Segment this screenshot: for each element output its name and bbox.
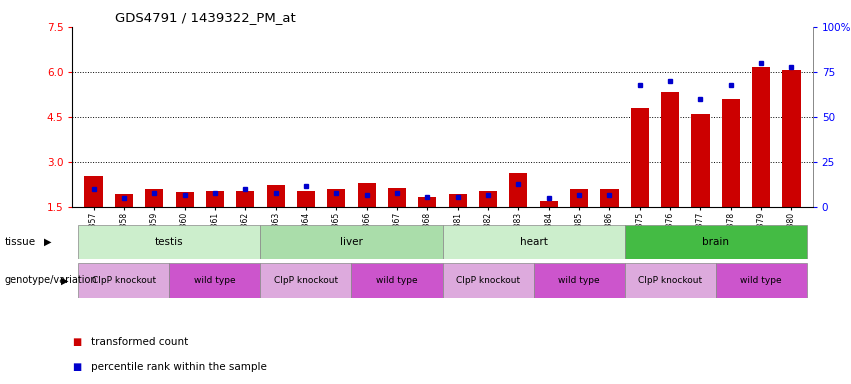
Text: percentile rank within the sample: percentile rank within the sample [91,362,267,372]
Text: ■: ■ [72,362,82,372]
Text: liver: liver [340,237,363,247]
Bar [266,185,285,207]
Bar [237,191,254,207]
Text: tissue: tissue [4,237,36,247]
Bar [625,225,807,259]
Bar [84,176,103,207]
Bar [716,263,807,298]
Text: ▶: ▶ [44,237,52,247]
Bar [328,189,346,207]
Text: ClpP knockout: ClpP knockout [92,276,156,285]
Text: ClpP knockout: ClpP knockout [456,276,520,285]
Bar [146,189,163,207]
Bar [115,194,133,207]
Text: ▶: ▶ [61,275,69,285]
Bar [448,194,467,207]
Bar [540,201,557,207]
Text: heart: heart [520,237,547,247]
Bar [388,188,406,207]
Bar [782,71,801,207]
Bar [175,192,194,207]
Text: ClpP knockout: ClpP knockout [638,276,702,285]
Bar [78,225,260,259]
Text: genotype/variation: genotype/variation [4,275,97,285]
Bar [534,263,625,298]
Bar [631,108,648,207]
Bar [443,225,625,259]
Bar [443,263,534,298]
Bar [297,191,315,207]
Bar [722,99,740,207]
Text: ■: ■ [72,337,82,347]
Bar [418,197,437,207]
Bar [351,263,443,298]
Bar [570,189,588,207]
Text: wild type: wild type [740,276,782,285]
Bar [206,191,224,207]
Text: GDS4791 / 1439322_PM_at: GDS4791 / 1439322_PM_at [115,12,295,25]
Bar [169,263,260,298]
Text: testis: testis [155,237,184,247]
Text: wild type: wild type [376,276,418,285]
Bar [78,263,169,298]
Bar [260,263,351,298]
Text: ClpP knockout: ClpP knockout [274,276,338,285]
Text: wild type: wild type [558,276,600,285]
Bar [479,191,497,207]
Bar [600,189,619,207]
Bar [752,68,770,207]
Bar [661,91,679,207]
Bar [357,183,376,207]
Text: wild type: wild type [194,276,236,285]
Bar [625,263,716,298]
Text: brain: brain [702,237,729,247]
Bar [509,173,528,207]
Bar [260,225,443,259]
Text: transformed count: transformed count [91,337,188,347]
Bar [691,114,710,207]
